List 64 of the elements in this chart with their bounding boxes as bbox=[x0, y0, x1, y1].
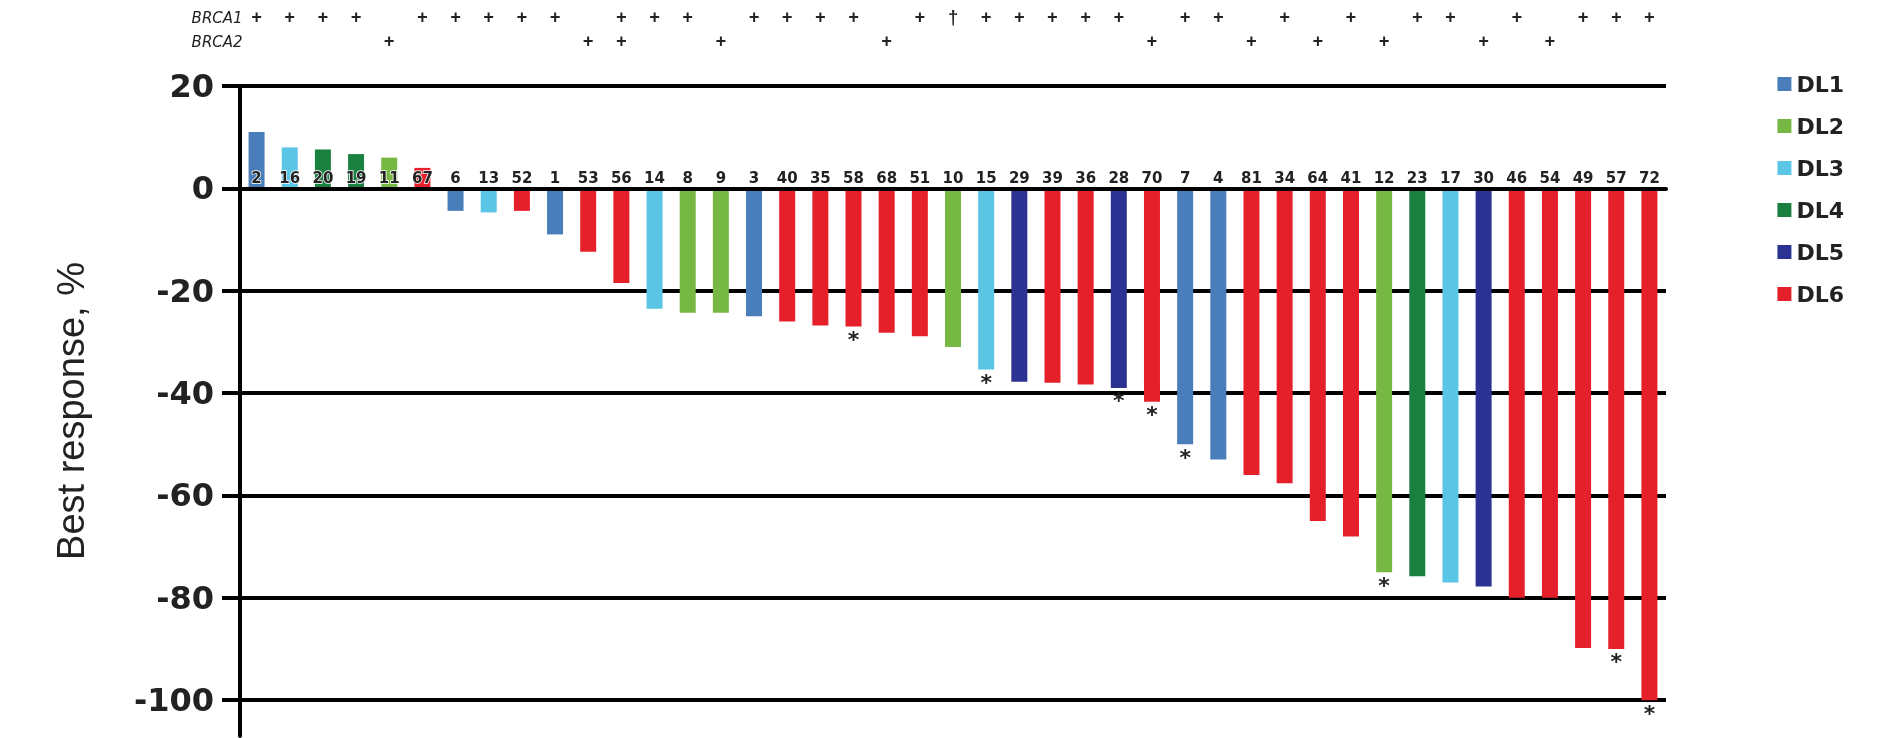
text: + ++ + + + + + + + + bbox=[382, 31, 1579, 54]
x-tick-label: 41 bbox=[1340, 168, 1362, 187]
x-tick-label: 51 bbox=[909, 168, 931, 187]
legend-label: DL5 bbox=[1796, 239, 1845, 265]
x-tick-label: 70 bbox=[1141, 168, 1163, 187]
legend-label: DL6 bbox=[1796, 281, 1845, 307]
x-tick-label: 15 bbox=[975, 168, 997, 187]
x-tick-label: 3 bbox=[748, 168, 760, 187]
x-tick-label: 46 bbox=[1506, 168, 1528, 187]
x-tick-label: 72 bbox=[1638, 168, 1660, 187]
x-tick-label: 17 bbox=[1440, 168, 1461, 187]
x-tick-label: 39 bbox=[1042, 168, 1063, 187]
annotation: * bbox=[1179, 444, 1192, 470]
x-tick-label: 12 bbox=[1373, 168, 1395, 187]
text: BRCA1 bbox=[191, 8, 243, 29]
x-tick-label: 49 bbox=[1572, 168, 1594, 187]
legend-label: DL3 bbox=[1796, 155, 1845, 181]
legend-label: DL4 bbox=[1796, 197, 1845, 223]
x-tick-label: 13 bbox=[478, 168, 500, 187]
x-tick-label: 28 bbox=[1108, 168, 1130, 187]
x-tick-label: 68 bbox=[876, 168, 898, 187]
x-tick-label: 36 bbox=[1075, 168, 1097, 187]
y-tick-label: -100 bbox=[133, 681, 214, 720]
x-tick-label: 58 bbox=[843, 168, 864, 187]
x-tick-label: 54 bbox=[1539, 168, 1561, 187]
y-axis-title: Best response, % bbox=[50, 262, 92, 560]
legend-label: DL1 bbox=[1796, 71, 1845, 97]
x-tick-label: 10 bbox=[942, 168, 964, 187]
annotation: * bbox=[847, 327, 860, 353]
y-tick-label: -40 bbox=[156, 374, 214, 413]
x-tick-label: 64 bbox=[1307, 168, 1329, 187]
x-tick-label: 81 bbox=[1241, 168, 1262, 187]
annotation: * bbox=[1146, 402, 1159, 428]
y-tick-label: -20 bbox=[156, 271, 214, 310]
x-tick-label: 8 bbox=[682, 168, 693, 187]
annotation: * bbox=[1643, 700, 1656, 726]
x-tick-label: 1 bbox=[549, 168, 561, 187]
annotation: * bbox=[980, 370, 993, 396]
x-tick-label: 7 bbox=[1179, 168, 1191, 187]
annotation: * bbox=[1113, 388, 1126, 414]
text: BRCA2 bbox=[191, 32, 243, 53]
x-tick-label: 29 bbox=[1008, 168, 1030, 187]
x-tick-label: 56 bbox=[610, 168, 632, 187]
x-tick-label: 9 bbox=[715, 168, 727, 187]
annotation: * bbox=[1610, 649, 1623, 675]
x-tick-label: 2 bbox=[251, 168, 262, 187]
x-tick-label: 35 bbox=[809, 168, 831, 187]
x-tick-label: 4 bbox=[1213, 168, 1224, 187]
legend-label: DL2 bbox=[1796, 113, 1845, 139]
y-tick-label: -80 bbox=[156, 578, 214, 617]
x-tick-label: 34 bbox=[1274, 168, 1296, 187]
x-tick-label: 52 bbox=[511, 168, 533, 187]
text: ++++ +++++ +++ ++++ +†+++++ ++ + + ++ + +++ bbox=[251, 7, 1678, 30]
x-tick-label: 14 bbox=[644, 168, 665, 187]
annotation: * bbox=[1378, 572, 1391, 598]
x-tick-label: 23 bbox=[1406, 168, 1428, 187]
x-tick-label: 6 bbox=[450, 168, 461, 187]
x-tick-label: 30 bbox=[1473, 168, 1495, 187]
x-tick-label: 57 bbox=[1605, 168, 1627, 187]
x-tick-label: 40 bbox=[776, 168, 798, 187]
y-tick-label: -60 bbox=[156, 476, 214, 515]
y-tick-label: 0 bbox=[191, 169, 214, 208]
y-tick-label: 20 bbox=[169, 67, 214, 105]
x-tick-label: 53 bbox=[577, 168, 599, 187]
